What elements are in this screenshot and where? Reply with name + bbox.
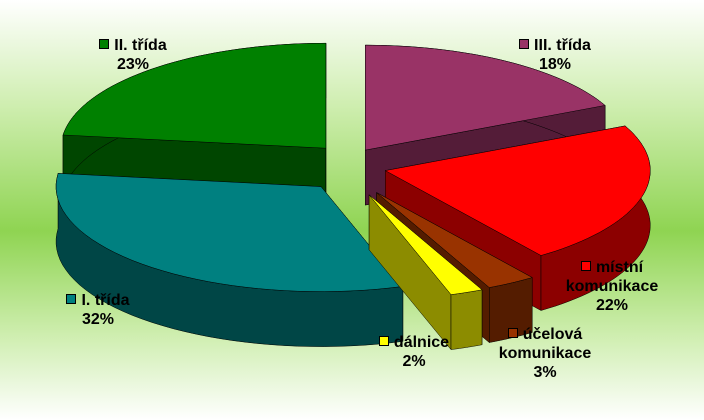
slice-group [368, 194, 483, 351]
pie-slice [384, 125, 651, 256]
slice-label: místní komunikace 22% [557, 258, 667, 315]
value-label: 3% [533, 364, 557, 381]
label-swatch [66, 294, 77, 304]
slice-label: I. třída 32% [53, 291, 143, 329]
slice-label: III. třída 18% [490, 36, 620, 74]
value-label: 2% [402, 353, 426, 370]
slice-side-shade [451, 289, 482, 350]
slice-label: II. třída 23% [78, 36, 188, 74]
category-name: dálnice [393, 334, 450, 351]
slice-label: dálnice 2% [369, 333, 459, 371]
label-swatch [519, 39, 530, 49]
slice-group [55, 173, 404, 347]
label-swatch [99, 39, 110, 49]
value-label: 23% [116, 56, 150, 73]
category-name: místní komunikace [565, 259, 659, 295]
label-swatch [507, 328, 518, 338]
slice-side-shade [369, 194, 451, 350]
pie-slice [368, 194, 483, 295]
value-label: 32% [81, 311, 115, 328]
value-label: 18% [538, 56, 572, 73]
label-swatch [378, 336, 389, 346]
pie-slice [365, 44, 606, 151]
slice-side-shade [541, 125, 651, 311]
value-label: 22% [595, 297, 629, 314]
pie-slice [376, 192, 533, 288]
category-name: III. třída [534, 37, 591, 54]
category-name: účelová komunikace [498, 326, 592, 362]
label-swatch [580, 261, 591, 271]
category-name: II. třída [114, 37, 167, 54]
slice-label: účelová komunikace 3% [475, 325, 615, 382]
category-name: I. třída [81, 292, 130, 309]
pie-slice [55, 173, 404, 292]
pie-slice [62, 42, 327, 149]
slice-side-shade [489, 277, 533, 343]
slice-side-shade [56, 173, 403, 347]
